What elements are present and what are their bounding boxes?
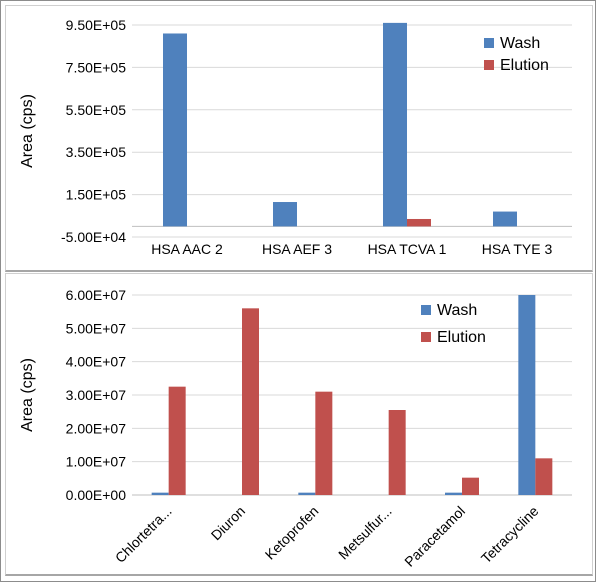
top-category-label: HSA AAC 2 (151, 241, 223, 257)
top-ytick-label: 9.50E+05 (66, 17, 127, 33)
top-ytick-label: 3.50E+05 (66, 144, 127, 160)
bottom-ytick-label: 0.00E+00 (66, 487, 127, 503)
bottom-ytick-label: 3.00E+07 (66, 387, 127, 403)
top-category-label: HSA TYE 3 (482, 241, 553, 257)
bottom-category-label: Tetracycline (478, 503, 542, 567)
bottom-bar-wash (298, 492, 316, 495)
bottom-bar-elution (168, 386, 186, 495)
top-ytick-label: 5.50E+05 (66, 102, 127, 118)
bottom-legend-label: Wash (437, 302, 477, 319)
top-category-label: HSA TCVA 1 (368, 241, 447, 257)
bottom-bar-elution (462, 477, 479, 495)
top-ytick-label: 1.50E+05 (66, 187, 127, 203)
bottom-bar-wash (151, 492, 169, 495)
bottom-category-label: Ketoprofen (262, 503, 322, 563)
bottom-legend-label: Elution (437, 329, 486, 346)
bottom-ytick-label: 6.00E+07 (66, 287, 127, 303)
bottom-category-label: Paracetamol (401, 503, 468, 570)
chart-panel-bottom: 0.00E+00 1.00E+07 2.00E+07 3.00E+07 4.00E+07… (5, 273, 593, 576)
top-bar-wash (493, 211, 517, 227)
top-category-label: HSA AEF 3 (262, 241, 332, 257)
chart-panel-top: -5.00E+04 1.50E+05 3.50E+05 5.50E+05 7.50E+0… (5, 5, 593, 272)
bottom-legend-swatch-wash (421, 305, 431, 315)
top-ytick-label: 7.50E+05 (66, 59, 127, 75)
top-bar-elution (407, 218, 431, 227)
bottom-bar-elution (388, 410, 406, 495)
top-ytick-label: -5.00E+04 (61, 229, 126, 245)
top-bar-wash (383, 22, 407, 227)
bottom-bar-elution (242, 308, 259, 495)
bottom-category-label: Diuron (208, 503, 248, 543)
bottom-y-axis-title: Area (cps) (19, 358, 36, 432)
chart-bottom-svg: 0.00E+00 1.00E+07 2.00E+07 3.00E+07 4.00E+07… (19, 287, 572, 570)
bottom-category-label: Metsulfur... (335, 503, 395, 563)
bottom-bar-elution (315, 391, 333, 495)
top-bar-wash (273, 202, 297, 227)
bottom-bar-elution (535, 458, 553, 495)
top-legend-swatch-elution (484, 60, 494, 70)
bottom-ytick-label: 1.00E+07 (66, 454, 127, 470)
bottom-bar-wash (518, 295, 536, 495)
bottom-category-label: Chlortetra... (112, 503, 175, 566)
top-legend-label: Wash (500, 35, 540, 52)
top-legend-swatch-wash (484, 38, 494, 48)
bottom-ytick-label: 2.00E+07 (66, 420, 127, 436)
bottom-bar-wash (445, 492, 462, 495)
top-y-axis-title: Area (cps) (19, 94, 36, 168)
bottom-ytick-label: 5.00E+07 (66, 320, 127, 336)
bottom-legend-swatch-elution (421, 332, 431, 342)
chart-top-svg: -5.00E+04 1.50E+05 3.50E+05 5.50E+05 7.50E+0… (19, 17, 572, 257)
top-bar-wash (163, 33, 187, 227)
bottom-ytick-label: 4.00E+07 (66, 354, 127, 370)
top-legend-label: Elution (500, 57, 549, 74)
